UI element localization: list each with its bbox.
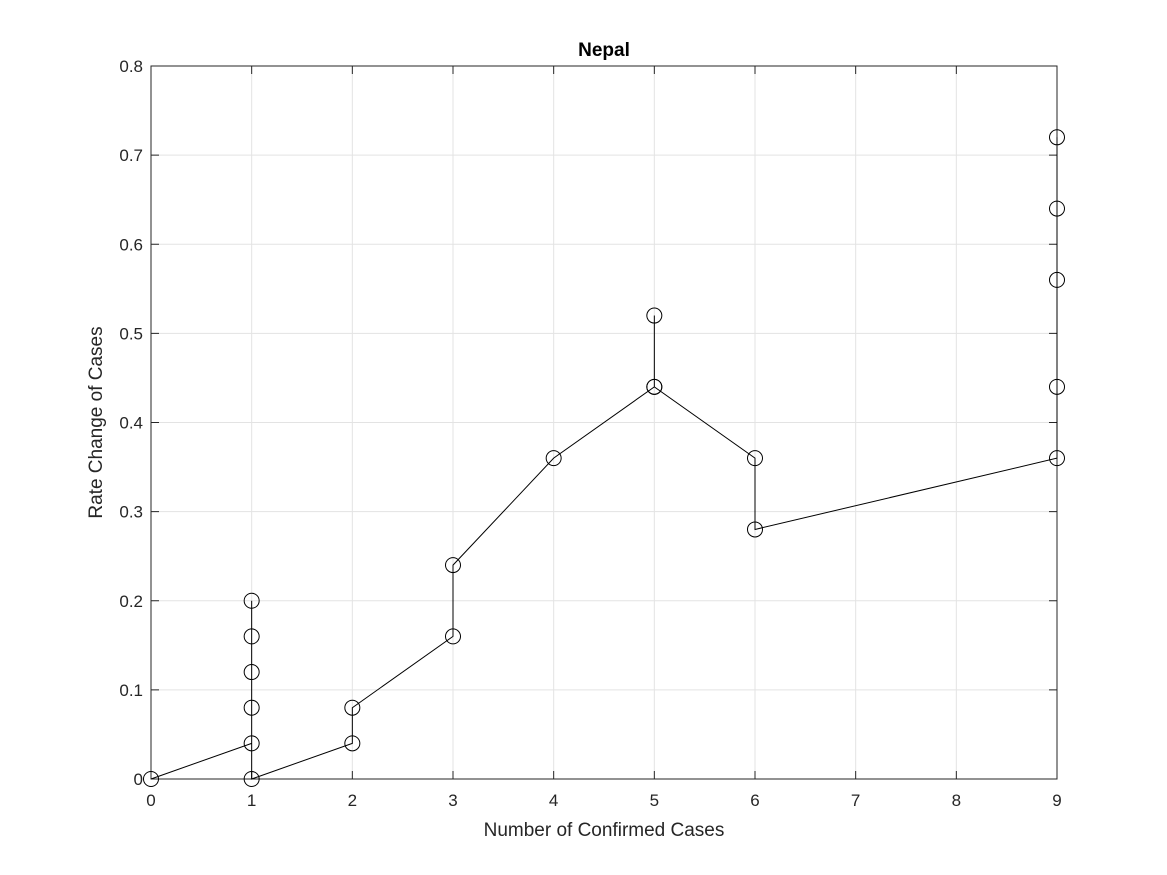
data-point-marker bbox=[1049, 450, 1065, 467]
data-point-marker bbox=[1049, 378, 1065, 395]
y-tick-label: 0.1 bbox=[119, 681, 143, 700]
chart-title: Nepal bbox=[578, 40, 630, 61]
data-markers bbox=[143, 129, 1065, 787]
x-tick-label: 7 bbox=[851, 791, 860, 810]
y-tick-label: 0.2 bbox=[119, 592, 143, 611]
data-point-marker bbox=[243, 592, 260, 609]
data-point-marker bbox=[243, 699, 260, 716]
series-line bbox=[150, 137, 1058, 780]
data-point-marker bbox=[243, 628, 260, 645]
series-polyline bbox=[150, 137, 1058, 780]
data-point-marker bbox=[243, 735, 260, 752]
data-point-marker bbox=[646, 378, 663, 395]
data-point-marker bbox=[143, 771, 159, 787]
y-tick-label: 0.3 bbox=[119, 503, 143, 522]
data-point-marker bbox=[747, 450, 763, 467]
x-tick-label: 9 bbox=[1052, 791, 1061, 810]
y-axis-label: Rate Change of Cases bbox=[86, 326, 107, 518]
x-tick-label: 2 bbox=[348, 791, 357, 810]
y-tick-label: 0.8 bbox=[119, 57, 143, 76]
x-tick-label: 8 bbox=[952, 791, 961, 810]
x-tick-label: 0 bbox=[146, 791, 155, 810]
data-point-marker bbox=[243, 771, 260, 787]
data-point-marker bbox=[545, 450, 562, 467]
x-tick-label: 1 bbox=[247, 791, 256, 810]
y-tick-label: 0.6 bbox=[119, 235, 143, 254]
data-point-marker bbox=[1049, 271, 1065, 288]
x-tick-label: 5 bbox=[650, 791, 659, 810]
data-point-marker bbox=[646, 307, 663, 324]
y-tick-label: 0 bbox=[134, 770, 143, 789]
x-tick-labels: 0 1 2 3 4 5 6 7 8 9 bbox=[146, 791, 1061, 810]
y-tick-labels: 0 0.1 0.2 0.3 0.4 0.5 0.6 0.7 0.8 bbox=[119, 57, 143, 789]
x-tick-label: 4 bbox=[549, 791, 558, 810]
data-point-marker bbox=[747, 521, 763, 538]
data-point-marker bbox=[445, 628, 461, 645]
x-tick-label: 3 bbox=[448, 791, 457, 810]
x-axis-label: Number of Confirmed Cases bbox=[484, 820, 725, 841]
y-tick-label: 0.4 bbox=[119, 414, 143, 433]
y-tick-label: 0.5 bbox=[119, 324, 143, 343]
x-tick-label: 6 bbox=[750, 791, 759, 810]
y-tick-label: 0.7 bbox=[119, 146, 143, 165]
data-point-marker bbox=[1049, 200, 1065, 217]
data-point-marker bbox=[344, 699, 361, 716]
data-point-marker bbox=[445, 557, 461, 574]
data-point-marker bbox=[344, 735, 361, 752]
data-point-marker bbox=[1049, 129, 1065, 146]
data-point-marker bbox=[243, 664, 260, 681]
